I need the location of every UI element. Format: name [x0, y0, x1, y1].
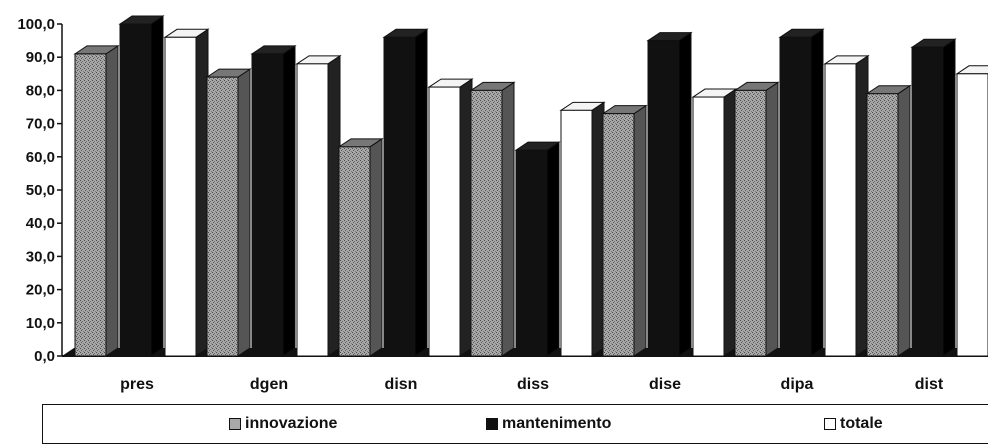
bar-mantenimento-pres [118, 15, 165, 357]
x-tick-label-pres: pres [120, 376, 154, 393]
legend-swatch-totale [824, 418, 836, 430]
bar-mantenimento-dipa [778, 28, 825, 357]
bar-mantenimento-dgen [250, 44, 297, 357]
legend-item-innovazione: innovazione [229, 415, 337, 433]
x-tick-label-dist: dist [915, 376, 944, 393]
legend-label-totale: totale [840, 415, 883, 432]
bar-totale-diss [559, 101, 606, 357]
y-tick-label: 90,0 [26, 49, 55, 66]
x-tick-label-dipa: dipa [781, 376, 814, 393]
y-tick-label: 80,0 [26, 82, 55, 99]
bar-mantenimento-dist [910, 38, 957, 357]
bar-innovazione-dist [865, 84, 912, 357]
bar-totale-dipa [823, 54, 870, 357]
bar-totale-dgen [295, 54, 342, 357]
bar-totale-dise [691, 88, 738, 357]
bar-innovazione-dise [601, 104, 648, 357]
legend-item-totale: totale [824, 415, 883, 433]
y-tick-label: 10,0 [26, 315, 55, 332]
bar-mantenimento-diss [514, 141, 561, 357]
y-tick-label: 20,0 [26, 282, 55, 299]
x-tick-label-disn: disn [385, 376, 418, 393]
legend-swatch-mantenimento [486, 418, 498, 430]
y-tick-label: 70,0 [26, 116, 55, 133]
bar-innovazione-dgen [205, 68, 252, 357]
legend: innovazione mantenimento totale [42, 404, 988, 444]
bar-totale-dist [955, 65, 988, 357]
y-tick-label: 30,0 [26, 248, 55, 265]
legend-label-mantenimento: mantenimento [502, 415, 612, 432]
y-tick-label: 50,0 [26, 182, 55, 199]
bar-totale-pres [163, 28, 210, 357]
bars [73, 15, 988, 357]
x-tick-label-dgen: dgen [250, 376, 288, 393]
y-tick-label: 60,0 [26, 149, 55, 166]
x-tick-label-dise: dise [649, 376, 681, 393]
bar-mantenimento-disn [382, 28, 429, 357]
y-tick-label: 100,0 [17, 16, 55, 33]
x-axis-labels: pres dgen disn diss dise dipa dist [120, 376, 944, 393]
legend-item-mantenimento: mantenimento [486, 415, 611, 433]
legend-swatch-innovazione [229, 418, 241, 430]
legend-label-innovazione: innovazione [245, 415, 338, 432]
y-tick-label: 0,0 [34, 348, 55, 365]
bar-chart: 0,0 10,0 20,0 30,0 40,0 50,0 60,0 70,0 80,0 90,0 1… [17, 15, 988, 393]
bar-totale-disn [427, 78, 474, 357]
y-tick-label: 40,0 [26, 215, 55, 232]
x-tick-label-diss: diss [517, 376, 549, 393]
bar-innovazione-disn [337, 137, 384, 357]
bar-innovazione-pres [73, 44, 120, 357]
y-axis: 0,0 10,0 20,0 30,0 40,0 50,0 60,0 70,0 80,0 90,0 1… [17, 16, 63, 365]
bar-innovazione-diss [469, 81, 516, 357]
bar-mantenimento-dise [646, 31, 693, 357]
bar-innovazione-dipa [733, 81, 780, 357]
